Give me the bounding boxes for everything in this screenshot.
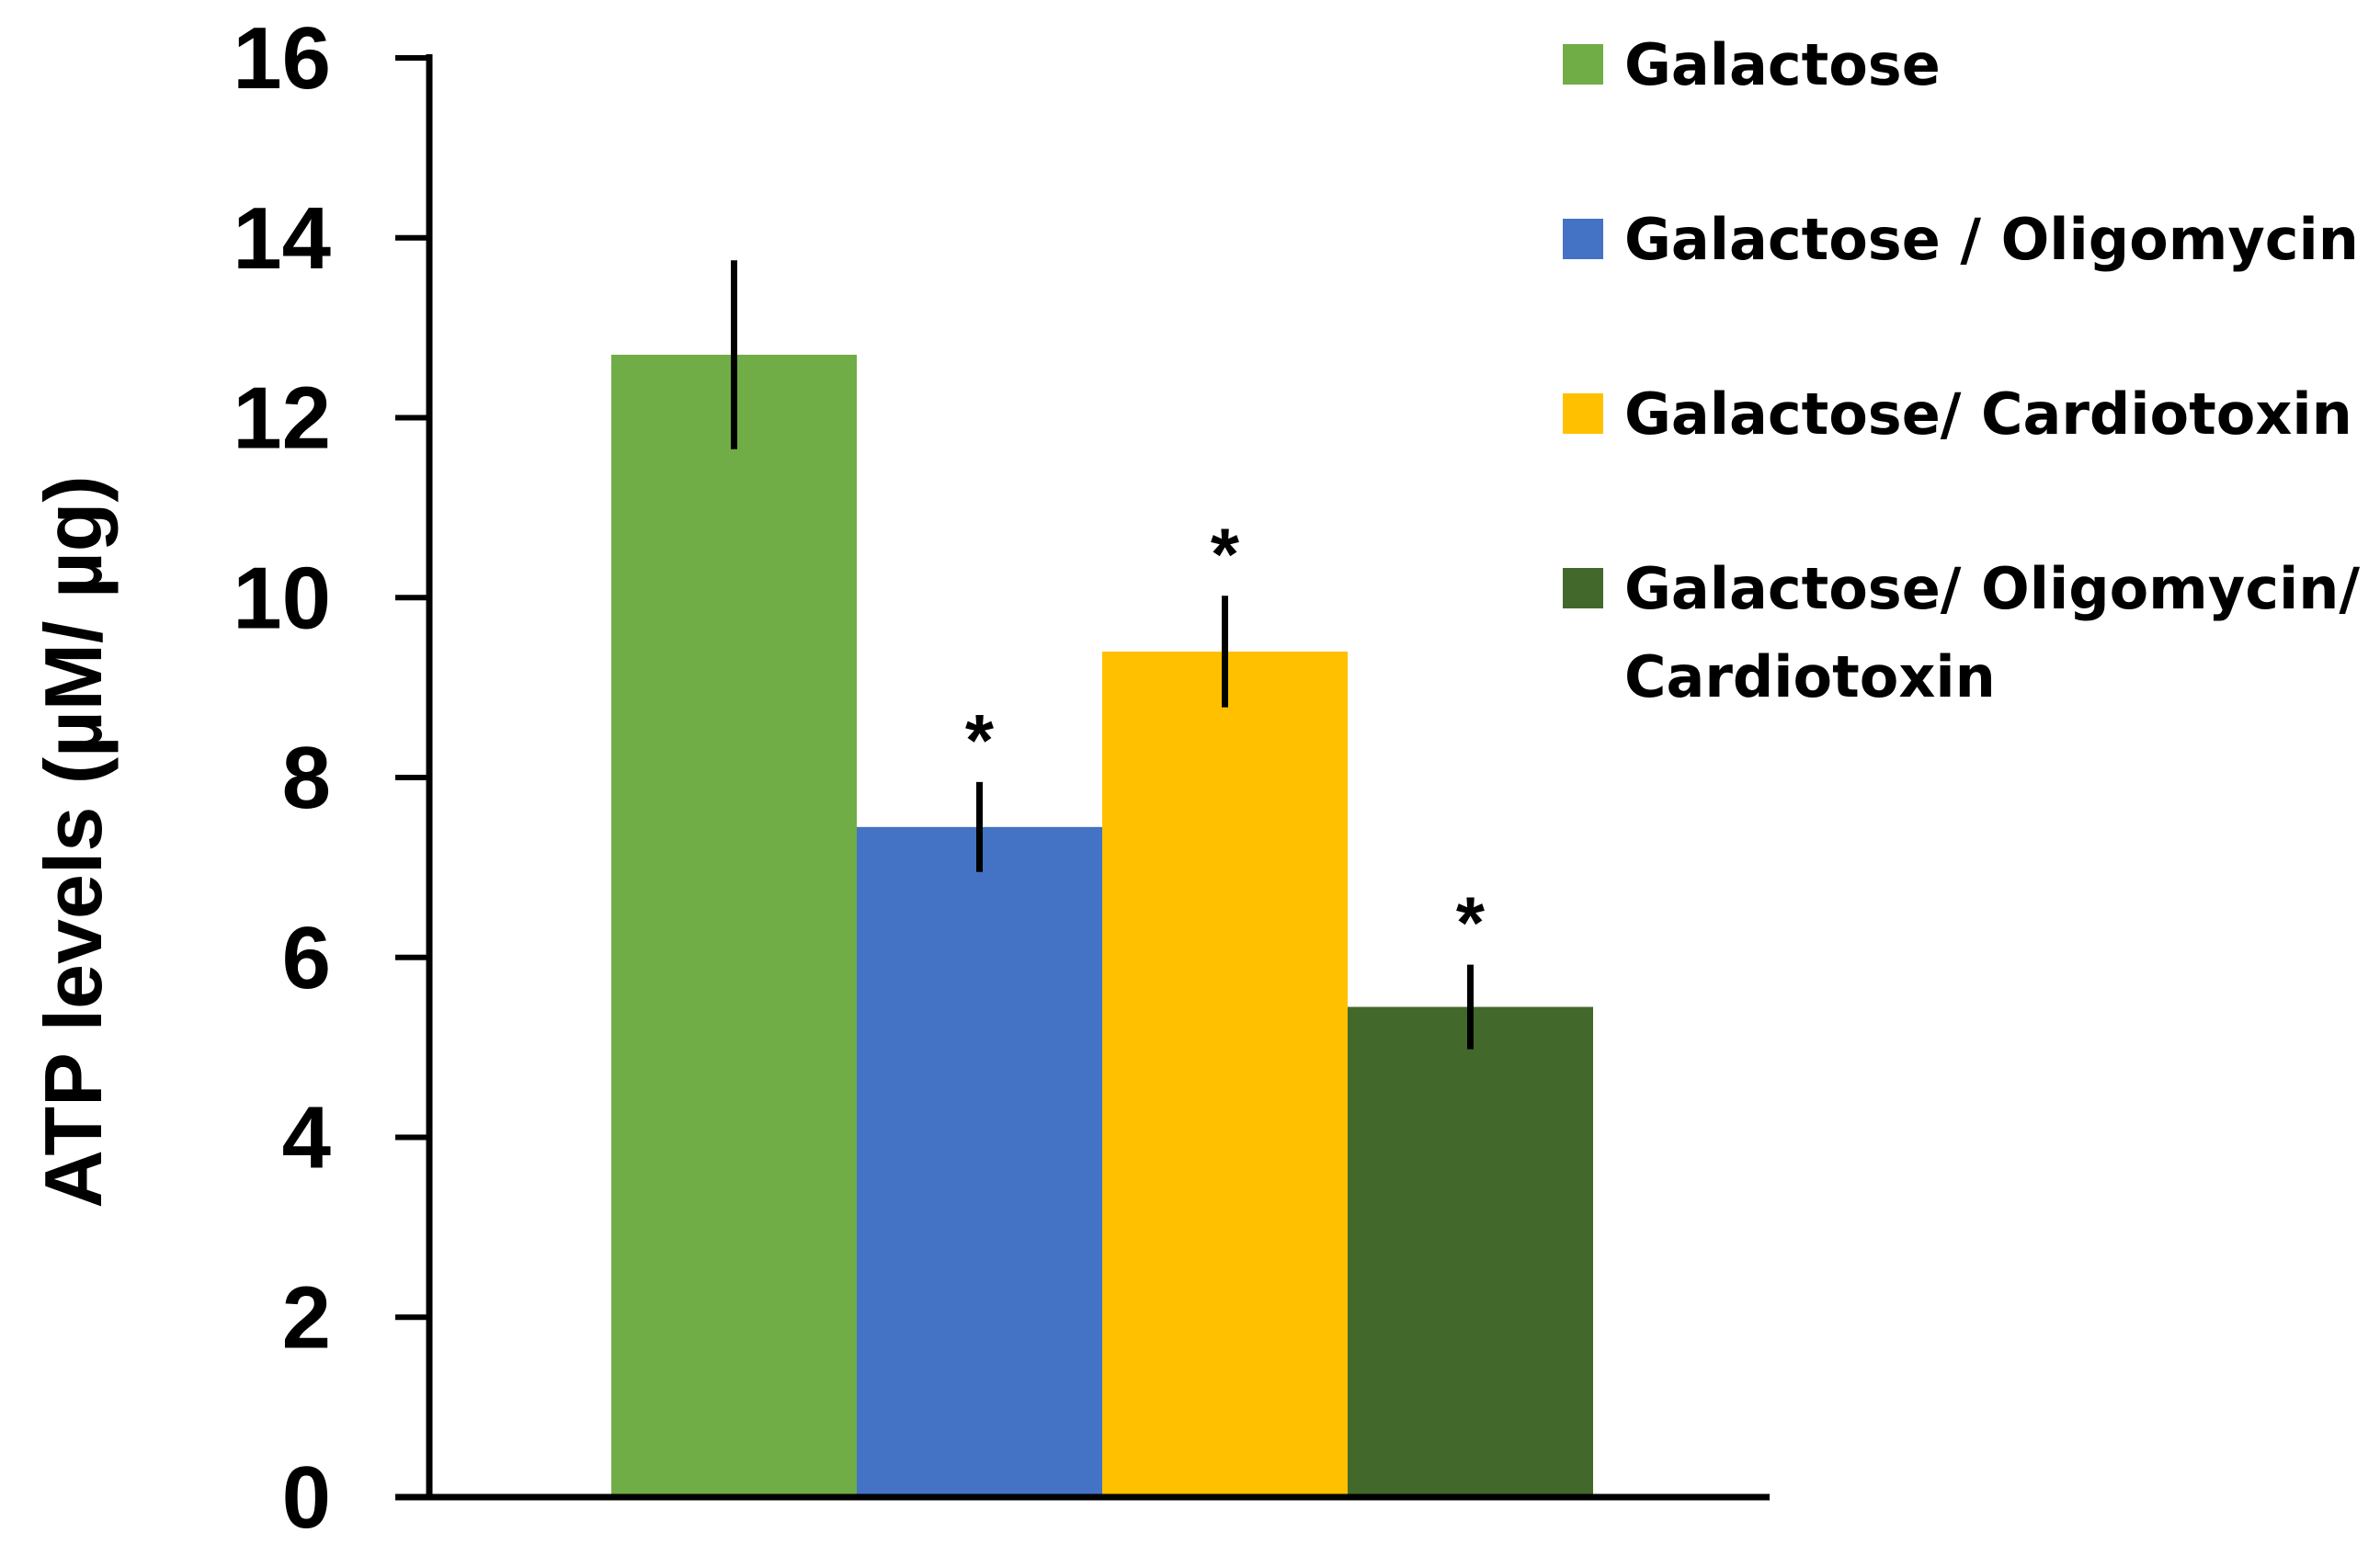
y-tick-label: 14: [233, 189, 331, 288]
y-axis: 0 2 4 6 8 10 12 14 16: [233, 9, 433, 1544]
legend-swatch: [1563, 568, 1603, 608]
y-tick-label: 6: [282, 909, 331, 1007]
y-tick-label: 0: [282, 1448, 331, 1544]
y-tick-label: 12: [233, 369, 331, 468]
y-tick-label: 8: [282, 729, 331, 827]
significance-marker: *: [965, 699, 995, 781]
legend-swatch: [1563, 44, 1603, 85]
bar: [857, 826, 1102, 1497]
y-tick-label: 2: [282, 1268, 331, 1367]
legend-item: Galactose / Oligomycin: [1563, 206, 2359, 273]
bars: [611, 354, 1593, 1497]
legend-swatch: [1563, 219, 1603, 259]
legend-label: Galactose/ Oligomycin/: [1624, 555, 2360, 622]
legend-swatch: [1563, 393, 1603, 434]
legend-label: Galactose / Oligomycin: [1624, 206, 2359, 273]
legend-item: Galactose: [1563, 31, 1941, 98]
y-axis-label: ATP levels (µM/ µg): [28, 475, 119, 1208]
bar: [611, 354, 857, 1497]
bar: [1348, 1006, 1593, 1497]
significance-marker: *: [1456, 882, 1486, 964]
legend-label: Galactose: [1624, 31, 1941, 98]
significance-marker: *: [1211, 513, 1240, 595]
significance-markers: * * *: [965, 513, 1486, 963]
error-bars: [731, 260, 1474, 1050]
bar: [1102, 651, 1348, 1497]
legend-item: Galactose/ Cardiotoxin: [1563, 380, 2352, 448]
legend-label: Cardiotoxin: [1624, 643, 1996, 710]
legend-label: Galactose/ Cardiotoxin: [1624, 380, 2352, 448]
legend: Galactose Galactose / Oligomycin Galactose…: [1563, 31, 2360, 710]
y-tick-label: 10: [233, 549, 331, 647]
y-tick-label: 4: [282, 1089, 331, 1187]
legend-item: Galactose/ Oligomycin/Cardiotoxin: [1563, 555, 2360, 710]
y-tick-label: 16: [233, 9, 331, 108]
